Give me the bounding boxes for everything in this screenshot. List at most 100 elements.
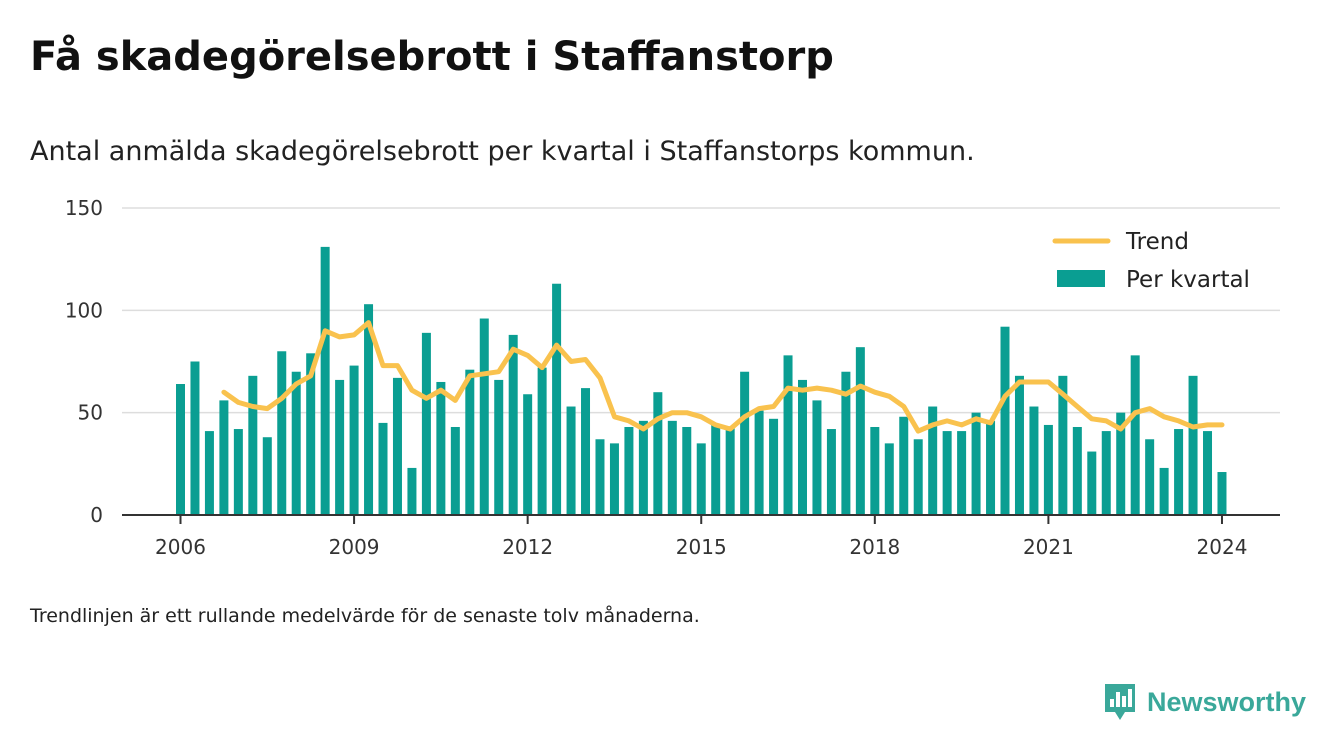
bar [696,443,706,515]
bar [1029,406,1039,515]
bar [277,351,287,515]
chart-subtitle: Antal anmälda skadegörelsebrott per kvar… [30,136,975,167]
bar [1145,439,1155,515]
y-tick-label: 0 [90,503,103,527]
bar [262,437,272,515]
bar [176,384,185,515]
bar [1203,431,1213,515]
y-axis-labels: 0 50 100 150 [65,196,103,527]
bar [1072,426,1082,515]
trend-series [221,320,1225,434]
newsworthy-logo-icon [1105,684,1135,720]
bar [248,375,258,515]
bar [349,365,359,515]
bar [1101,431,1111,515]
bar [523,394,533,515]
bar [450,426,460,515]
bar [1058,375,1068,515]
bar [1217,472,1227,515]
bar [320,246,330,515]
y-tick-label: 100 [65,298,103,322]
bar [826,429,836,515]
x-tick-label: 2009 [329,535,380,559]
legend: Trend Per kvartal [1052,229,1250,293]
bar [306,353,316,515]
bar [971,412,981,515]
bar [1174,429,1184,515]
x-tick-label: 2015 [676,535,727,559]
bar [913,439,923,515]
bar [725,426,735,515]
bar [407,467,417,515]
bar [1188,375,1198,515]
bar [783,355,793,515]
bar [682,426,692,515]
bar [364,304,374,515]
bar [855,347,865,515]
bar [190,361,200,515]
bar [884,443,894,515]
bar [957,431,967,515]
bar [537,367,547,515]
bar [494,379,504,515]
x-tick-label: 2012 [502,535,553,559]
bar [595,439,605,515]
bar [552,283,562,515]
bar [609,443,619,515]
legend-bar-label: Per kvartal [1126,267,1250,293]
bar [653,392,663,515]
bar [436,381,446,515]
chart-title: Få skadegörelsebrott i Staffanstorp [30,34,834,80]
bar [1043,424,1053,515]
trend-line [221,320,1225,434]
bar [769,418,779,515]
bar [797,379,807,515]
bar [1000,326,1010,515]
x-tick-label: 2018 [849,535,900,559]
bar [204,431,214,515]
bar [711,424,721,515]
bar [667,420,677,515]
bar [392,377,402,515]
bar [1159,467,1169,515]
bar [942,431,952,515]
bar [291,371,301,515]
bar [1087,451,1097,515]
bar [335,379,345,515]
bar [1116,412,1126,515]
bar [986,420,996,515]
y-tick-label: 50 [78,401,103,425]
chart-footnote: Trendlinjen är ett rullande medelvärde f… [30,605,700,627]
bar [479,318,489,515]
legend-trend-label: Trend [1125,229,1189,255]
bar [566,406,576,515]
bar [465,369,475,515]
bar [638,420,648,515]
bar [841,371,851,515]
brand-name: Newsworthy [1147,686,1307,717]
x-axis: 2006 2009 2012 2015 2018 2021 2024 [122,514,1280,559]
bar [421,332,431,515]
bar [508,334,518,515]
legend-bar-swatch [1057,270,1105,287]
chart: 0 50 100 150 2006 2009 2012 2015 2018 2021 2024 T… [65,196,1280,559]
bars-series [176,246,1227,515]
bar [1130,355,1140,515]
bar [233,429,243,515]
bar [754,410,764,515]
bar [581,388,591,515]
brand: Newsworthy [1103,682,1306,722]
x-tick-label: 2006 [155,535,206,559]
y-tick-label: 150 [65,196,103,220]
bar [870,426,880,515]
bar [740,371,750,515]
bar [378,422,388,515]
bar [1014,375,1024,515]
bar [899,416,909,515]
x-tick-label: 2021 [1023,535,1074,559]
x-tick-label: 2024 [1197,535,1248,559]
bar [219,400,229,515]
bar [812,400,822,515]
bar [928,406,938,515]
bar [624,426,634,515]
